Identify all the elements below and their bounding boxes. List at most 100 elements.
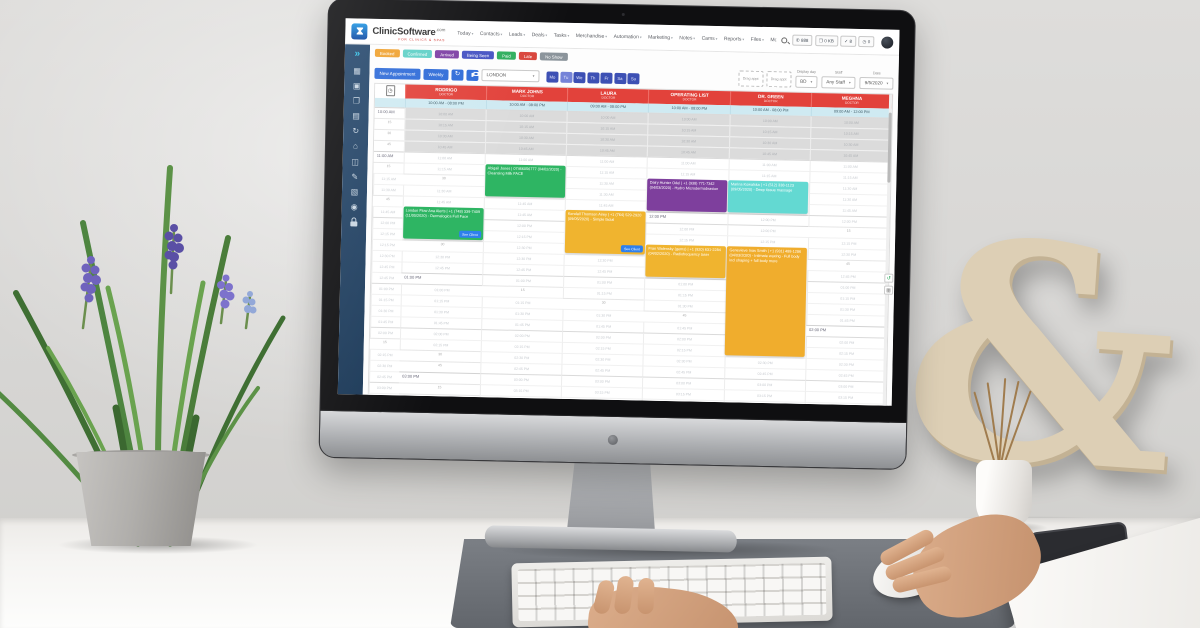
account-icon[interactable]: ◉ (350, 202, 358, 212)
slot-cell[interactable]: 03:30 PM (723, 399, 805, 406)
slot-cell[interactable]: 02:30 PM (369, 359, 400, 371)
nav-item-contacts[interactable]: Contacts (480, 31, 503, 37)
history-icon[interactable]: ↻ (352, 126, 360, 136)
slot-time-label: 02:15 PM (433, 342, 449, 347)
slot-cell[interactable]: 03:30 PM (479, 394, 562, 406)
status-chip-being-seen[interactable]: Being Seen (461, 50, 495, 60)
day-button-sa[interactable]: Sa (613, 72, 627, 84)
slot-cell[interactable]: 12:45 PM (371, 260, 402, 272)
nav-item-automation[interactable]: Automation (614, 33, 642, 40)
slot-time-label: 10:00 AM (600, 115, 616, 120)
slot-cell[interactable]: 12:00 PM (372, 216, 403, 228)
day-button-mo[interactable]: Mo (546, 70, 559, 83)
slot-cell[interactable]: 11:45 AM (372, 205, 403, 217)
appointment-block-3[interactable]: Dairy Hunter Odel | +1 (938) 771-7342 (0… (646, 178, 728, 213)
print-button[interactable] (466, 69, 479, 81)
slot-cell[interactable]: 02:15 PM (369, 348, 400, 360)
delivery-icon[interactable]: ◫ (351, 156, 360, 167)
user-avatar[interactable] (881, 35, 894, 49)
done-button[interactable]: ✓ 8 (840, 35, 857, 47)
nav-item-cams[interactable]: Cams (702, 35, 718, 41)
nav-item-notes[interactable]: Notes (679, 35, 695, 41)
appointment-block-0[interactable]: London Flow Ana Alerts | +1 (748) 339-74… (402, 206, 484, 241)
appointment-block-2[interactable]: Kendall Thomson Airey | +1 (764) 529-292… (564, 209, 646, 255)
slot-cell[interactable]: 12:15 PM (371, 238, 403, 250)
date-picker[interactable]: 9/5/2020 ▾ (859, 76, 894, 90)
slot-cell[interactable]: 12:30 PM (371, 249, 402, 261)
nav-item-files[interactable]: Files (751, 36, 764, 42)
lock-icon[interactable] (350, 217, 358, 227)
collapse-panel-icon[interactable]: » (354, 48, 361, 60)
nav-item-tasks[interactable]: Tasks (554, 32, 570, 38)
status-chip-no-show[interactable]: No Show (540, 52, 568, 61)
status-chip-arrived[interactable]: Arrived (435, 50, 460, 59)
display-day-value: BD (800, 78, 807, 84)
slot-time-label: 12:00 PM (841, 219, 857, 224)
see-client-button[interactable]: See Client (621, 245, 643, 253)
duplicates-icon[interactable]: ❐ (352, 96, 361, 106)
reports-icon[interactable]: ▧ (350, 187, 359, 197)
slot-cell[interactable]: 12:45 PM (371, 271, 402, 283)
drag-appt-box-0[interactable]: Drag appt (738, 69, 764, 87)
nav-item-merchandise[interactable]: Merchandise (576, 33, 607, 40)
new-appointment-button[interactable]: New Appointment (374, 67, 421, 80)
display-day-select[interactable]: BD ▾ (795, 75, 818, 88)
staff-select[interactable]: Any Staff ▾ (821, 75, 856, 89)
slot-cell[interactable]: 12:15 PM (372, 227, 403, 239)
appointment-block-5[interactable]: Marina Kowalska | +1 (512) 338-1123 (09/… (727, 180, 809, 214)
slot-cell[interactable]: 03:15 PM (368, 392, 399, 404)
day-button-th[interactable]: Th (586, 71, 600, 84)
slot-cell[interactable]: 01:45 PM (370, 315, 401, 327)
appointments-icon[interactable]: ▤ (352, 111, 360, 121)
slot-cell[interactable]: 11:30 AM (372, 183, 404, 195)
nav-item-today[interactable]: Today (457, 30, 473, 36)
nav-item-reports[interactable]: Reports (724, 36, 744, 42)
search-icon[interactable] (781, 36, 788, 43)
nav-item-more[interactable]: More (770, 37, 776, 43)
see-client-button[interactable]: See Client (459, 230, 481, 239)
nav-item-marketing[interactable]: Marketing (648, 34, 673, 41)
slot-cell[interactable]: 02:45 PM (369, 370, 400, 382)
clinicsoftware-logo-icon[interactable] (351, 22, 368, 40)
packages-icon[interactable]: ▣ (352, 81, 361, 91)
calendar-icon[interactable]: ▦ (353, 65, 361, 76)
day-button-we[interactable]: We (573, 71, 586, 83)
status-chip-paid[interactable]: Paid (497, 51, 516, 60)
day-button-fr[interactable]: Fr (600, 72, 613, 84)
quick-back-badge[interactable]: ↺ (884, 273, 894, 283)
slot-time-label: 11:30 AM (599, 181, 614, 186)
slot-cell[interactable]: 01:15 PM (370, 293, 401, 305)
slot-cell[interactable]: 03:30 PM (642, 398, 724, 406)
drag-appt-box-1[interactable]: Drag appt (766, 70, 792, 88)
slot-cell[interactable]: 03:30 PM (368, 403, 399, 406)
slot-cell[interactable]: 11:15 AM (373, 172, 404, 184)
scrollbar-thumb[interactable] (887, 112, 892, 183)
appointment-block-1[interactable]: Abigail Jones | 07466056777 (04/02/2020)… (484, 164, 566, 198)
slot-time-label: 02:30 PM (676, 358, 692, 364)
slot-cell[interactable]: 03:30 PM (560, 396, 643, 406)
slot-cell[interactable]: 03:30 PM (804, 401, 886, 406)
shop-icon[interactable]: ⌂ (352, 141, 358, 151)
slot-cell[interactable]: 02:00 PM (369, 326, 401, 338)
appointment-block-4[interactable]: Fran Walensky (gems) | +1 (920) 631-2284… (645, 244, 727, 279)
refresh-button[interactable]: ↻ (451, 68, 464, 81)
nav-item-deals[interactable]: Deals (532, 32, 548, 38)
notes-icon[interactable]: ✎ (351, 172, 359, 182)
time-button[interactable]: ◷ 0 (858, 35, 875, 48)
status-chip-confirmed[interactable]: Confirmed (402, 49, 433, 59)
slot-cell[interactable]: 01:30 PM (370, 304, 401, 316)
status-chip-booked[interactable]: Booked (374, 48, 400, 58)
mini-calendar-badge[interactable]: ▦ (883, 285, 894, 295)
location-select[interactable]: LONDON ▾ (481, 68, 540, 82)
status-chip-late[interactable]: Late (518, 51, 538, 61)
slot-cell[interactable]: 03:00 PM (368, 381, 400, 393)
weekly-button[interactable]: Weekly (423, 68, 449, 80)
nav-item-leads[interactable]: Leads (509, 31, 525, 37)
storage-button[interactable]: ❒ 0 KB (814, 35, 838, 47)
appointment-block-6[interactable]: Genevieve Inas Smith | +1 (931) 488-1286… (724, 246, 808, 357)
day-button-su[interactable]: Su (627, 72, 640, 84)
calls-button[interactable]: ✆ 888 (791, 34, 813, 46)
slot-time-label: 01:15 PM (515, 300, 531, 305)
day-button-tu[interactable]: Tu (559, 71, 573, 83)
slot-cell[interactable]: 01:00 PM (370, 282, 402, 294)
